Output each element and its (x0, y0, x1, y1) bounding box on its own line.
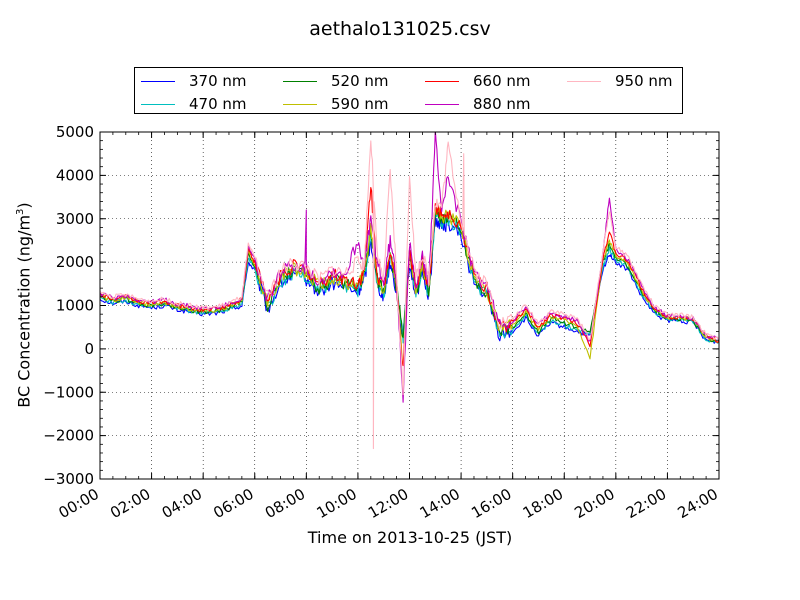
x-tick-label: 06:00 (210, 485, 256, 522)
y-axis-label-text: BC Concentration (ng/m (14, 214, 34, 408)
x-tick-label: 20:00 (571, 485, 617, 522)
legend-swatch (283, 104, 317, 105)
x-axis-label: Time on 2013-10-25 (JST) (307, 528, 513, 547)
legend-swatch (283, 81, 317, 82)
y-tick-label: 0 (84, 340, 94, 358)
legend-swatch (567, 81, 601, 82)
legend-label: 470 nm (189, 95, 247, 113)
ticks (99, 131, 720, 480)
y-axis-label-sup: 3 (15, 208, 27, 215)
x-tick-label: 18:00 (520, 485, 566, 522)
legend-label: 590 nm (331, 95, 389, 113)
series-line (100, 140, 719, 450)
y-axis-label-close: ) (14, 202, 34, 209)
x-tick-label: 10:00 (313, 485, 359, 522)
legend-swatch (141, 104, 175, 105)
y-tick-label: 2000 (56, 253, 94, 271)
legend-swatch (425, 81, 459, 82)
x-tick-label: 02:00 (107, 485, 153, 522)
x-tick-label: 12:00 (365, 485, 411, 522)
x-tick-label: 00:00 (56, 485, 102, 522)
x-tick-label: 08:00 (262, 485, 308, 522)
legend: 370 nm 470 nm 520 nm 590 nm 660 nm 880 nm 950 … (134, 67, 683, 114)
legend-label: 370 nm (189, 72, 247, 90)
series-line (100, 132, 719, 403)
x-tick-label: 16:00 (468, 485, 514, 522)
x-tick-label: 22:00 (623, 485, 669, 522)
y-tick-label: 5000 (56, 123, 94, 141)
legend-swatch (141, 81, 175, 82)
y-tick-label: 1000 (56, 297, 94, 315)
y-tick-label: −2000 (43, 427, 94, 445)
x-tick-label: 14:00 (417, 485, 463, 522)
y-tick-label: 3000 (56, 210, 94, 228)
y-tick-label: −3000 (43, 470, 94, 488)
x-tick-label: 04:00 (159, 485, 205, 522)
y-tick-label: −1000 (43, 383, 94, 401)
legend-label: 520 nm (331, 72, 389, 90)
series-group (100, 132, 719, 450)
legend-label: 660 nm (473, 72, 531, 90)
y-axis-label: BC Concentration (ng/m3) (15, 202, 34, 407)
legend-swatch (425, 104, 459, 105)
chart-title: aethalo131025.csv (309, 18, 491, 40)
y-tick-label: 4000 (56, 166, 94, 184)
legend-label: 950 nm (615, 72, 673, 90)
x-tick-label: 24:00 (675, 485, 721, 522)
legend-label: 880 nm (473, 95, 531, 113)
